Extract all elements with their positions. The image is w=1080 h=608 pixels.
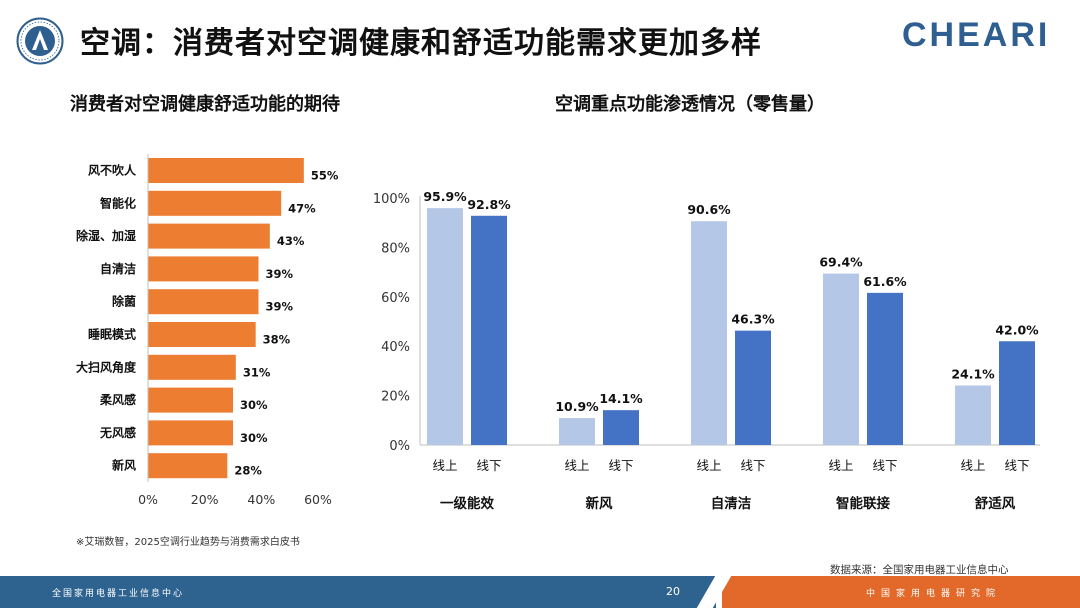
y-tick-label: 40% xyxy=(381,340,410,355)
category-label: 柔风感 xyxy=(99,392,136,407)
channel-label: 线下 xyxy=(872,458,897,473)
footer-left-text: 全国家用电器工业信息中心 xyxy=(52,589,185,599)
category-label: 除湿、加湿 xyxy=(76,228,136,243)
category-label: 新风 xyxy=(112,458,136,473)
charts-canvas: 风不吹人 55% 智能化 47% 除湿、加湿 43% 自清洁 39% 除菌 39% 睡眠模式 38% 大… xyxy=(76,154,1040,512)
brand-logo-text: CHEARI xyxy=(902,16,1051,54)
bar-value-label: 10.9% xyxy=(555,399,599,414)
expectation-bar xyxy=(148,354,236,380)
y-tick-label: 60% xyxy=(381,291,410,306)
expectation-bar xyxy=(148,420,233,446)
category-label: 睡眠模式 xyxy=(88,327,136,342)
value-label: 30% xyxy=(240,431,268,445)
penetration-bar xyxy=(691,221,727,445)
bar-value-label: 61.6% xyxy=(863,274,907,289)
channel-label: 线上 xyxy=(828,458,853,473)
footer-bar-left xyxy=(0,576,716,608)
category-label: 除菌 xyxy=(112,294,136,309)
bar-value-label: 42.0% xyxy=(995,322,1039,337)
penetration-bar xyxy=(955,385,991,445)
expectation-bar xyxy=(148,387,233,413)
channel-label: 线上 xyxy=(696,458,721,473)
penetration-bar xyxy=(471,215,507,445)
expectation-bar xyxy=(148,223,270,249)
expectation-bar xyxy=(148,190,282,216)
category-label: 无风感 xyxy=(99,425,136,440)
page-number: 20 xyxy=(666,585,680,598)
feature-category-label: 一级能效 xyxy=(440,495,494,512)
penetration-bar xyxy=(867,292,903,445)
expectation-bar xyxy=(148,322,256,347)
bar-value-label: 24.1% xyxy=(951,366,995,381)
x-tick-label: 40% xyxy=(247,492,275,507)
penetration-bar xyxy=(559,418,595,445)
y-tick-label: 20% xyxy=(381,390,410,405)
bar-value-label: 14.1% xyxy=(599,391,643,406)
channel-label: 线上 xyxy=(564,458,589,473)
penetration-bar xyxy=(735,330,771,445)
x-tick-label: 60% xyxy=(304,492,332,507)
expectation-bar xyxy=(148,453,228,479)
channel-label: 线下 xyxy=(740,458,765,473)
channel-label: 线下 xyxy=(608,458,633,473)
value-label: 38% xyxy=(263,333,291,347)
y-tick-label: 0% xyxy=(389,439,410,454)
category-label: 智能化 xyxy=(99,195,136,210)
x-tick-label: 0% xyxy=(138,492,158,507)
y-tick-label: 100% xyxy=(373,192,410,207)
source-note: ※艾瑞数智，2025空调行业趋势与消费需求白皮书 xyxy=(76,537,300,548)
footer-right-text: 中国家用电器研究院 xyxy=(866,589,1002,599)
bar-value-label: 95.9% xyxy=(423,189,467,204)
left-chart-title: 消费者对空调健康舒适功能的期待 xyxy=(70,94,340,115)
expectation-bar xyxy=(148,256,259,282)
institute-logo xyxy=(16,17,64,65)
x-tick-label: 20% xyxy=(191,492,219,507)
y-tick-label: 80% xyxy=(381,241,410,256)
bar-value-label: 69.4% xyxy=(819,255,863,270)
category-label: 风不吹人 xyxy=(88,163,137,178)
bar-value-label: 46.3% xyxy=(731,312,775,327)
feature-category-label: 新风 xyxy=(586,495,614,512)
channel-label: 线上 xyxy=(960,458,985,473)
feature-category-label: 自清洁 xyxy=(711,495,752,512)
data-source: 数据来源：全国家用电器工业信息中心 xyxy=(830,564,1009,576)
penetration-bar xyxy=(823,273,859,445)
channel-label: 线上 xyxy=(432,458,457,473)
value-label: 31% xyxy=(243,365,271,379)
value-label: 28% xyxy=(234,464,262,478)
category-label: 大扫风角度 xyxy=(76,359,137,374)
value-label: 43% xyxy=(277,234,305,248)
expectation-bar-chart: 风不吹人 55% 智能化 47% 除湿、加湿 43% 自清洁 39% 除菌 39% 睡眠模式 38% 大… xyxy=(76,154,339,507)
channel-label: 线下 xyxy=(476,458,501,473)
footer-bar-right xyxy=(722,576,1080,608)
value-label: 55% xyxy=(311,169,339,183)
value-label: 39% xyxy=(266,267,294,281)
page-title: 空调：消费者对空调健康和舒适功能需求更加多样 xyxy=(80,26,762,61)
expectation-bar xyxy=(148,289,259,315)
penetration-bar xyxy=(603,410,639,445)
right-chart-title: 空调重点功能渗透情况（零售量） xyxy=(555,94,825,115)
value-label: 30% xyxy=(240,398,268,412)
feature-category-label: 舒适风 xyxy=(975,495,1016,512)
expectation-bar xyxy=(148,158,304,183)
value-label: 39% xyxy=(266,300,294,314)
penetration-bar xyxy=(427,208,463,445)
penetration-bar xyxy=(999,341,1035,445)
bar-value-label: 90.6% xyxy=(687,202,731,217)
value-label: 47% xyxy=(288,201,316,215)
category-label: 自清洁 xyxy=(100,261,136,276)
bar-value-label: 92.8% xyxy=(467,197,511,212)
channel-label: 线下 xyxy=(1004,458,1029,473)
feature-category-label: 智能联接 xyxy=(836,495,890,512)
